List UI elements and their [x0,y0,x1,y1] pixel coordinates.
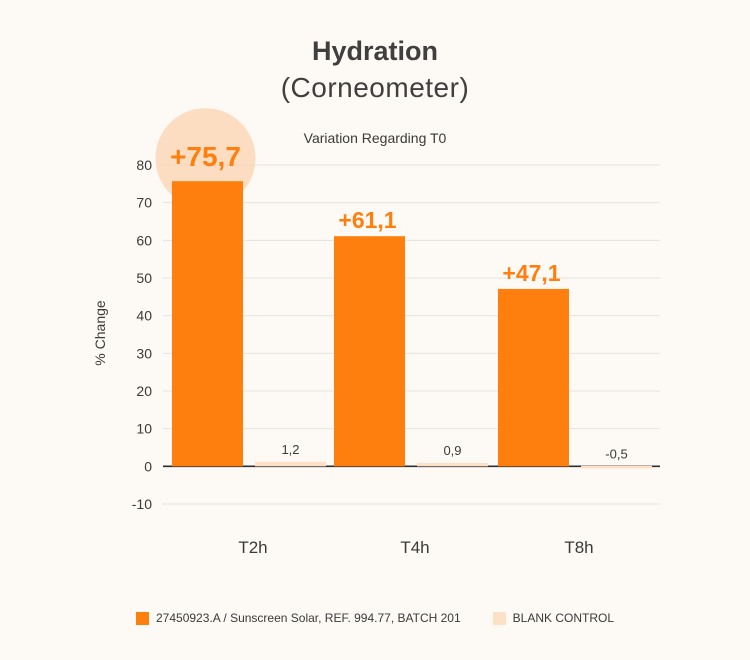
y-tick-label: 70 [136,195,152,211]
chart-subtitle: (Corneometer) [280,72,470,103]
legend-swatch-product [136,611,149,625]
y-tick-label: 60 [136,232,152,248]
y-tick-label: 30 [136,345,152,361]
data-label-product: +61,1 [338,207,396,233]
y-tick-label: 10 [136,421,152,437]
legend-item-product: 27450923.A / Sunscreen Solar, REF. 994.7… [136,611,461,625]
chart-annotation: Variation Regarding T0 [304,130,447,146]
x-tick-label: T4h [400,538,429,557]
legend-label-control: BLANK CONTROL [512,611,614,625]
x-tick-label: T8h [564,538,593,557]
chart-title: Hydration [311,36,438,66]
legend-label-product: 27450923.A / Sunscreen Solar, REF. 994.7… [156,611,461,625]
data-label-control: 0,9 [443,443,461,458]
bar-control [581,465,652,469]
y-axis-label: % Change [92,300,108,366]
data-label-control: 1,2 [281,442,299,457]
data-label-product: +75,7 [170,141,241,172]
y-tick-label: 40 [136,308,152,324]
bar-product [498,288,569,467]
legend-swatch-control [492,611,506,625]
y-tick-label: 50 [136,270,152,286]
y-tick-label: 0 [144,458,152,474]
data-label-product: +47,1 [502,260,560,286]
y-tick-label: 80 [136,157,152,173]
legend-item-control: BLANK CONTROL [492,611,614,625]
bar-control [417,462,488,467]
bar-chart: Variation Regarding T0 % Change +75,7 1,2… [92,108,660,557]
x-tick-label: T2h [238,538,267,557]
y-tick-label: -10 [132,496,152,512]
data-label-control: -0,5 [605,446,627,461]
legend: 27450923.A / Sunscreen Solar, REF. 994.7… [0,611,750,625]
y-tick-label: 20 [136,383,152,399]
bar-control [255,461,326,467]
bar-product [334,236,405,467]
bar-product [172,181,243,467]
